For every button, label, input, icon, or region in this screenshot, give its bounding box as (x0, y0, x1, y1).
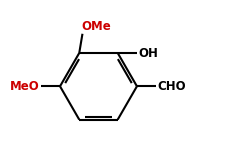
Text: CHO: CHO (158, 80, 186, 93)
Text: OH: OH (139, 46, 158, 59)
Text: OMe: OMe (82, 20, 111, 33)
Text: MeO: MeO (9, 80, 39, 93)
